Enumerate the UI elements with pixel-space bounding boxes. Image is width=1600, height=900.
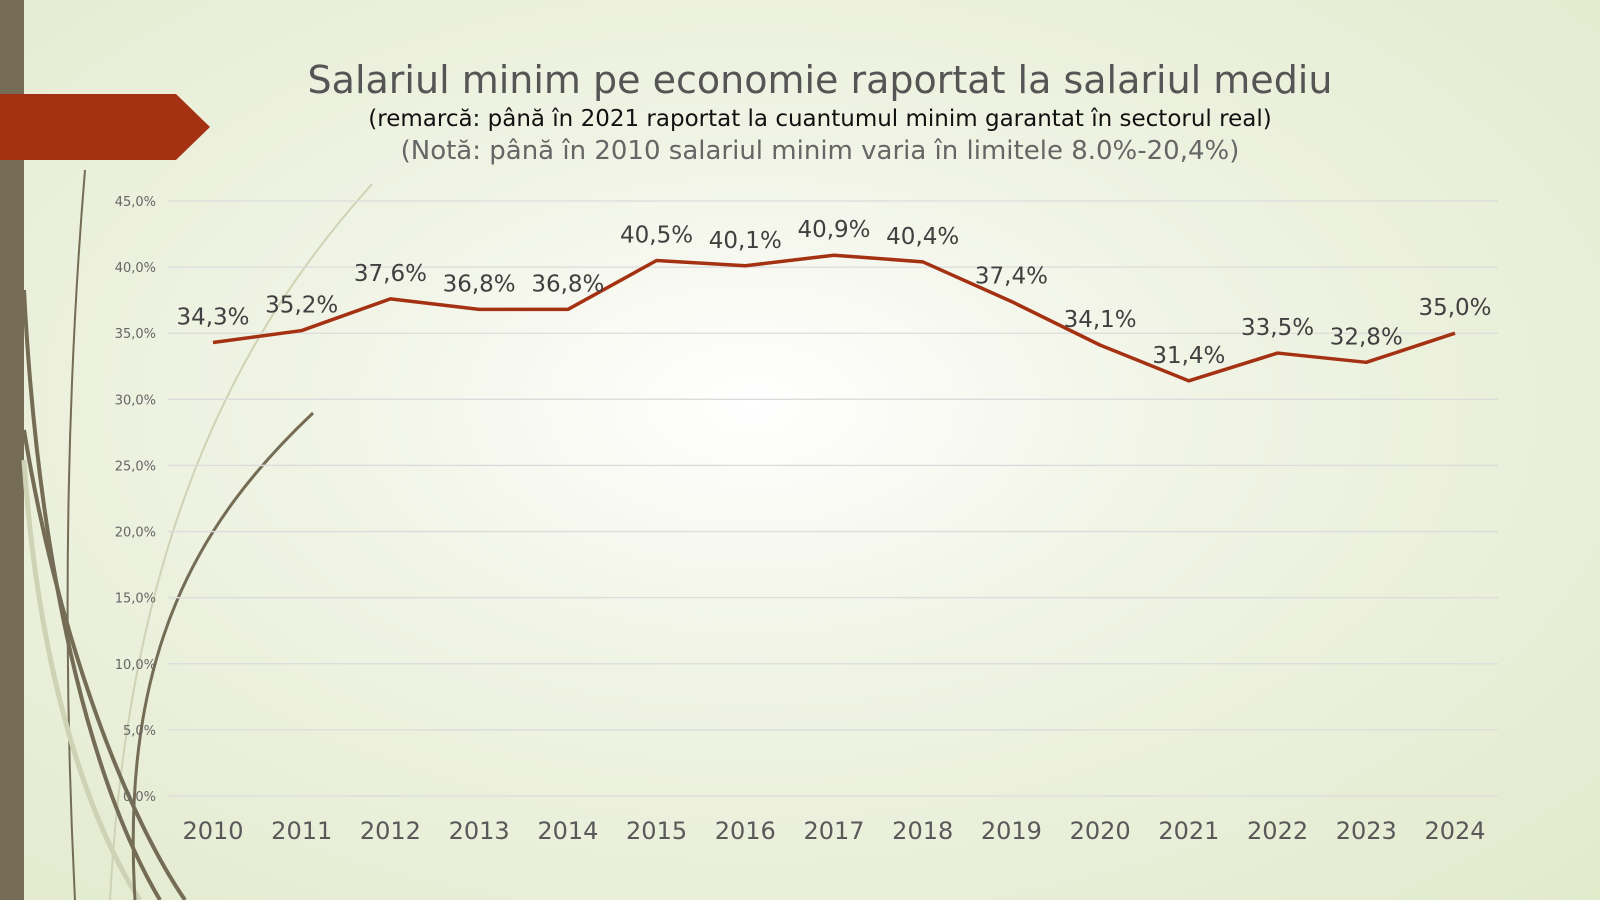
decorative-curves [21, 169, 373, 900]
data-label: 36,8% [531, 271, 604, 297]
data-label: 40,1% [709, 228, 782, 254]
data-label: 33,5% [1241, 315, 1314, 341]
data-label: 37,4% [975, 263, 1048, 289]
x-tick-label: 2012 [360, 817, 421, 845]
data-label: 36,8% [443, 271, 516, 297]
y-tick-label: 0,0% [123, 790, 156, 805]
x-tick-label: 2018 [892, 817, 953, 845]
x-tick-label: 2015 [626, 817, 687, 845]
data-label: 40,5% [620, 223, 693, 249]
y-tick-label: 30,0% [115, 393, 156, 408]
y-tick-label: 5,0% [123, 724, 156, 739]
data-label: 34,1% [1064, 307, 1137, 333]
data-label: 32,8% [1330, 324, 1403, 350]
y-tick-label: 35,0% [115, 327, 156, 342]
y-tick-label: 25,0% [115, 459, 156, 474]
data-label: 35,2% [265, 293, 338, 319]
x-tick-label: 2013 [449, 817, 510, 845]
data-label: 31,4% [1152, 343, 1225, 369]
x-tick-label: 2020 [1070, 817, 1131, 845]
data-label: 40,4% [886, 224, 959, 250]
x-tick-label: 2017 [803, 817, 864, 845]
y-tick-label: 15,0% [115, 592, 156, 607]
x-tick-label: 2024 [1424, 817, 1485, 845]
x-tick-label: 2016 [715, 817, 776, 845]
y-tick-label: 40,0% [115, 261, 156, 276]
x-tick-label: 2022 [1247, 817, 1308, 845]
arrow-decoration [0, 94, 210, 160]
x-tick-label: 2010 [182, 817, 243, 845]
y-tick-label: 20,0% [115, 526, 156, 541]
x-tick-label: 2011 [271, 817, 332, 845]
x-tick-label: 2019 [981, 817, 1042, 845]
y-tick-label: 10,0% [115, 658, 156, 673]
data-label: 35,0% [1418, 295, 1491, 321]
chart-titles: Salariul minim pe economie raportat la s… [160, 56, 1480, 168]
x-tick-label: 2021 [1158, 817, 1219, 845]
data-label: 34,3% [176, 304, 249, 330]
x-tick-label: 2023 [1336, 817, 1397, 845]
chart-subtitle: (remarcă: până în 2021 raportat la cuant… [368, 106, 1272, 132]
x-tick-label: 2014 [537, 817, 598, 845]
data-label: 40,9% [797, 217, 870, 243]
chart-title: Salariul minim pe economie raportat la s… [307, 58, 1333, 102]
data-label: 37,6% [354, 261, 427, 287]
chart-note: (Notă: până în 2010 salariul minim varia… [400, 136, 1240, 166]
y-tick-label: 45,0% [115, 195, 156, 210]
